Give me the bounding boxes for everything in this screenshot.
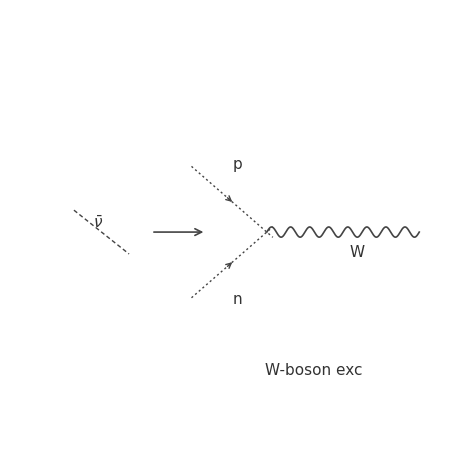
Text: $\bar{\nu}$: $\bar{\nu}$	[93, 215, 103, 231]
Text: p: p	[233, 157, 242, 172]
Text: W: W	[349, 245, 365, 260]
Text: W-boson exc: W-boson exc	[265, 363, 363, 378]
Text: n: n	[233, 292, 242, 307]
